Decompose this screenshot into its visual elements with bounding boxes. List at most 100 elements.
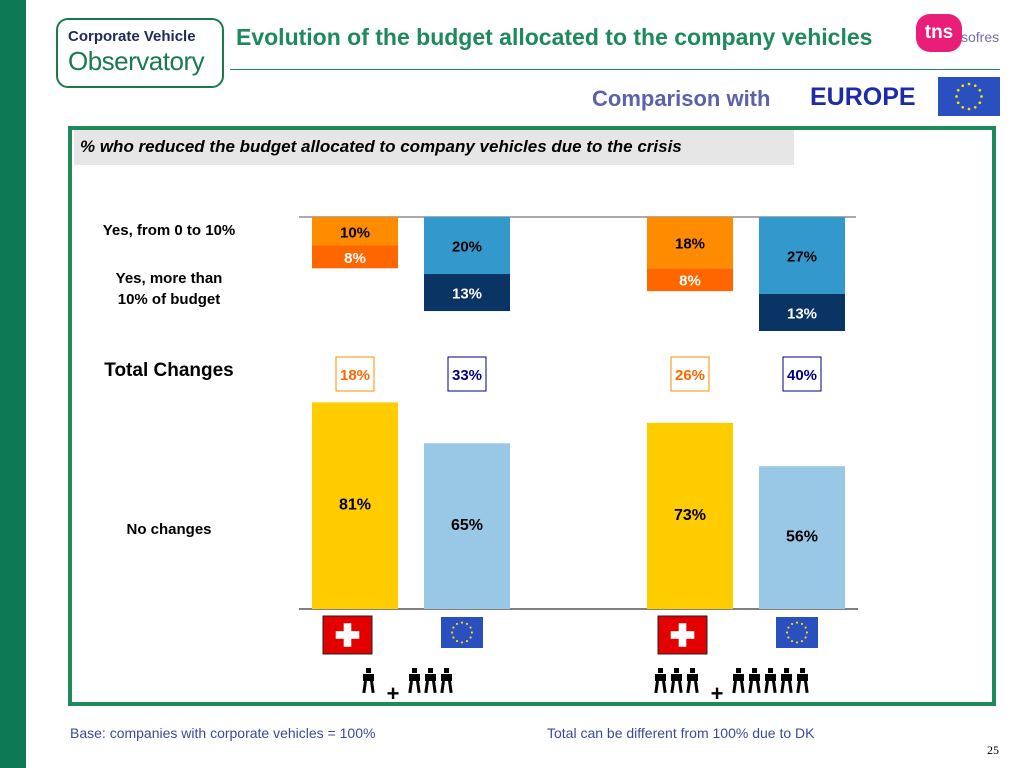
eu-star: [466, 640, 468, 642]
eu-star: [456, 640, 458, 642]
person-leg: [424, 681, 429, 693]
label-yes-more-10-switzerland: 8%: [344, 250, 366, 267]
eu-star: [806, 631, 808, 633]
person-body: [363, 674, 374, 681]
eu-star: [470, 626, 472, 628]
label-yes-0-10-europe: 27%: [787, 248, 817, 265]
person-leg: [732, 681, 737, 693]
person-body: [749, 674, 760, 681]
person-body: [797, 674, 808, 681]
person-icon: [670, 668, 682, 693]
eu-star: [452, 636, 454, 638]
person-body: [441, 674, 452, 681]
total-changes-switzerland: 18%: [340, 367, 370, 384]
person-body: [733, 674, 744, 681]
label-yes-0-10-europe: 20%: [452, 239, 482, 256]
page-number: 25: [987, 743, 999, 758]
eu-star: [801, 640, 803, 642]
person-body: [687, 674, 698, 681]
eu-star: [791, 640, 793, 642]
eu-star: [466, 623, 468, 625]
person-icon: [654, 668, 666, 693]
eu-star: [787, 636, 789, 638]
label-yes-0-10-switzerland: 10%: [340, 224, 370, 241]
eu-star: [452, 626, 454, 628]
person-icon: [732, 668, 744, 693]
person-leg: [662, 681, 667, 693]
person-leg: [678, 681, 683, 693]
person-head: [444, 668, 449, 673]
label-yes-more-10-europe: 13%: [787, 305, 817, 322]
total-changes-europe: 40%: [787, 367, 817, 384]
person-icon: [796, 668, 808, 693]
person-icon: [440, 668, 452, 693]
label-no-changes-europe: 56%: [786, 529, 818, 546]
person-leg: [654, 681, 659, 693]
eu-flag-icon: [441, 617, 483, 648]
base-note: Base: companies with corporate vehicles …: [70, 725, 375, 741]
switzerland-flag-icon: [658, 616, 707, 654]
eu-star: [471, 631, 473, 633]
person-icon: [408, 668, 420, 693]
person-leg: [432, 681, 437, 693]
person-body: [425, 674, 436, 681]
person-icon: [748, 668, 760, 693]
total-changes-europe: 33%: [452, 367, 482, 384]
person-head: [366, 668, 371, 673]
person-leg: [362, 681, 367, 693]
bar-chart: 10%8%18%81%20%13%33%65%+18%8%26%73%27%13…: [0, 0, 1024, 768]
eu-star: [461, 621, 463, 623]
label-no-changes-switzerland: 81%: [339, 497, 371, 514]
swiss-cross-horizontal: [336, 631, 360, 639]
eu-star: [470, 636, 472, 638]
eu-flag-icon: [776, 617, 818, 648]
total-changes-switzerland: 26%: [675, 367, 705, 384]
dk-note: Total can be different from 100% due to …: [547, 725, 814, 741]
person-leg: [756, 681, 761, 693]
label-yes-more-10-europe: 13%: [452, 286, 482, 303]
eu-star: [801, 623, 803, 625]
person-leg: [740, 681, 745, 693]
label-no-changes-switzerland: 73%: [674, 507, 706, 524]
person-leg: [440, 681, 445, 693]
eu-star: [461, 641, 463, 643]
label-yes-more-10-switzerland: 8%: [679, 273, 701, 290]
eu-star: [451, 631, 453, 633]
person-icon: [780, 668, 792, 693]
person-leg: [370, 681, 375, 693]
person-leg: [748, 681, 753, 693]
person-icon: [424, 668, 436, 693]
person-leg: [694, 681, 699, 693]
person-head: [736, 668, 741, 673]
person-leg: [448, 681, 453, 693]
swiss-cross-horizontal: [671, 631, 695, 639]
person-leg: [764, 681, 769, 693]
person-head: [752, 668, 757, 673]
person-leg: [796, 681, 801, 693]
person-leg: [670, 681, 675, 693]
person-head: [412, 668, 417, 673]
eu-star: [791, 623, 793, 625]
eu-star: [456, 623, 458, 625]
plus-sign: +: [711, 681, 724, 706]
label-no-changes-europe: 65%: [451, 517, 483, 534]
person-body: [671, 674, 682, 681]
eu-star: [805, 626, 807, 628]
eu-star: [796, 621, 798, 623]
person-head: [800, 668, 805, 673]
person-head: [768, 668, 773, 673]
switzerland-flag-icon: [323, 616, 372, 654]
person-body: [781, 674, 792, 681]
person-head: [784, 668, 789, 673]
person-leg: [788, 681, 793, 693]
person-leg: [804, 681, 809, 693]
plus-sign: +: [387, 681, 400, 706]
person-body: [655, 674, 666, 681]
eu-star: [805, 636, 807, 638]
person-head: [428, 668, 433, 673]
person-icon: [362, 668, 374, 693]
person-leg: [780, 681, 785, 693]
person-body: [765, 674, 776, 681]
person-icon: [764, 668, 776, 693]
person-head: [690, 668, 695, 673]
